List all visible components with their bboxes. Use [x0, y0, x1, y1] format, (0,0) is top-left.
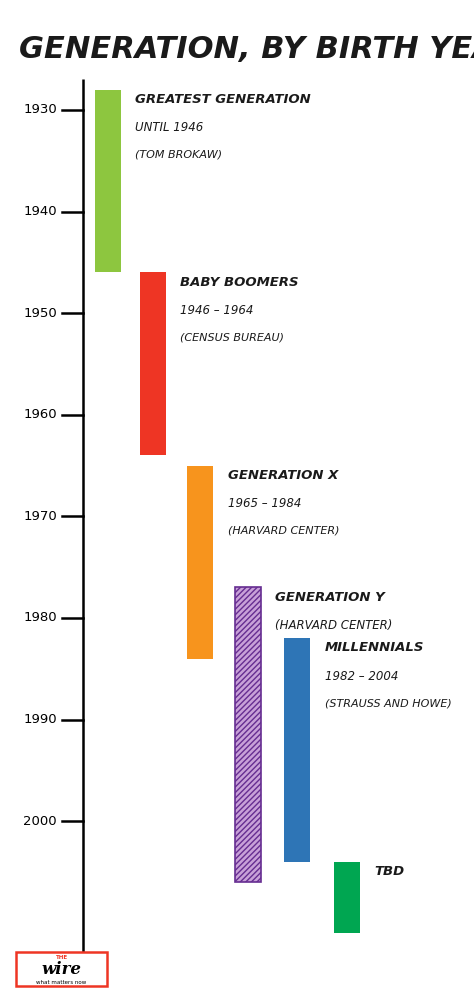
Text: BABY BOOMERS: BABY BOOMERS [180, 275, 299, 289]
Text: (STRAUSS AND HOWE): (STRAUSS AND HOWE) [325, 698, 451, 708]
Text: MILLENNIALS: MILLENNIALS [325, 641, 424, 654]
Bar [334, 862, 360, 933]
Text: GENERATION, BY BIRTH YEAR: GENERATION, BY BIRTH YEAR [19, 35, 474, 64]
Text: 1982 – 2004: 1982 – 2004 [325, 670, 398, 683]
Text: GREATEST GENERATION: GREATEST GENERATION [135, 92, 311, 105]
Text: what matters now: what matters now [36, 980, 87, 985]
Bar [235, 588, 261, 882]
Text: wire: wire [42, 960, 82, 978]
Text: UNTIL 1946: UNTIL 1946 [135, 121, 203, 134]
Bar [95, 89, 121, 272]
Text: 1970: 1970 [23, 509, 57, 523]
Text: 1940: 1940 [23, 205, 57, 218]
Text: 1950: 1950 [23, 307, 57, 320]
Text: 1930: 1930 [23, 103, 57, 116]
Text: (TOM BROKAW): (TOM BROKAW) [135, 150, 222, 160]
Bar [187, 466, 213, 658]
Text: 2000: 2000 [23, 814, 57, 828]
Bar [140, 272, 166, 456]
Text: 1980: 1980 [23, 612, 57, 625]
Text: GENERATION X: GENERATION X [228, 469, 338, 482]
Text: 1946 – 1964: 1946 – 1964 [180, 304, 254, 317]
Text: (CENSUS BUREAU): (CENSUS BUREAU) [180, 333, 284, 343]
Text: 1965 – 1984: 1965 – 1984 [228, 497, 301, 510]
Text: THE: THE [55, 955, 68, 960]
Text: (HARVARD CENTER): (HARVARD CENTER) [228, 525, 339, 535]
Text: (HARVARD CENTER): (HARVARD CENTER) [275, 619, 392, 632]
Text: TBD: TBD [374, 865, 405, 878]
Text: 1960: 1960 [23, 408, 57, 421]
Bar [284, 638, 310, 862]
Text: GENERATION Y: GENERATION Y [275, 591, 385, 604]
Bar [235, 588, 261, 882]
Text: 1990: 1990 [23, 713, 57, 726]
